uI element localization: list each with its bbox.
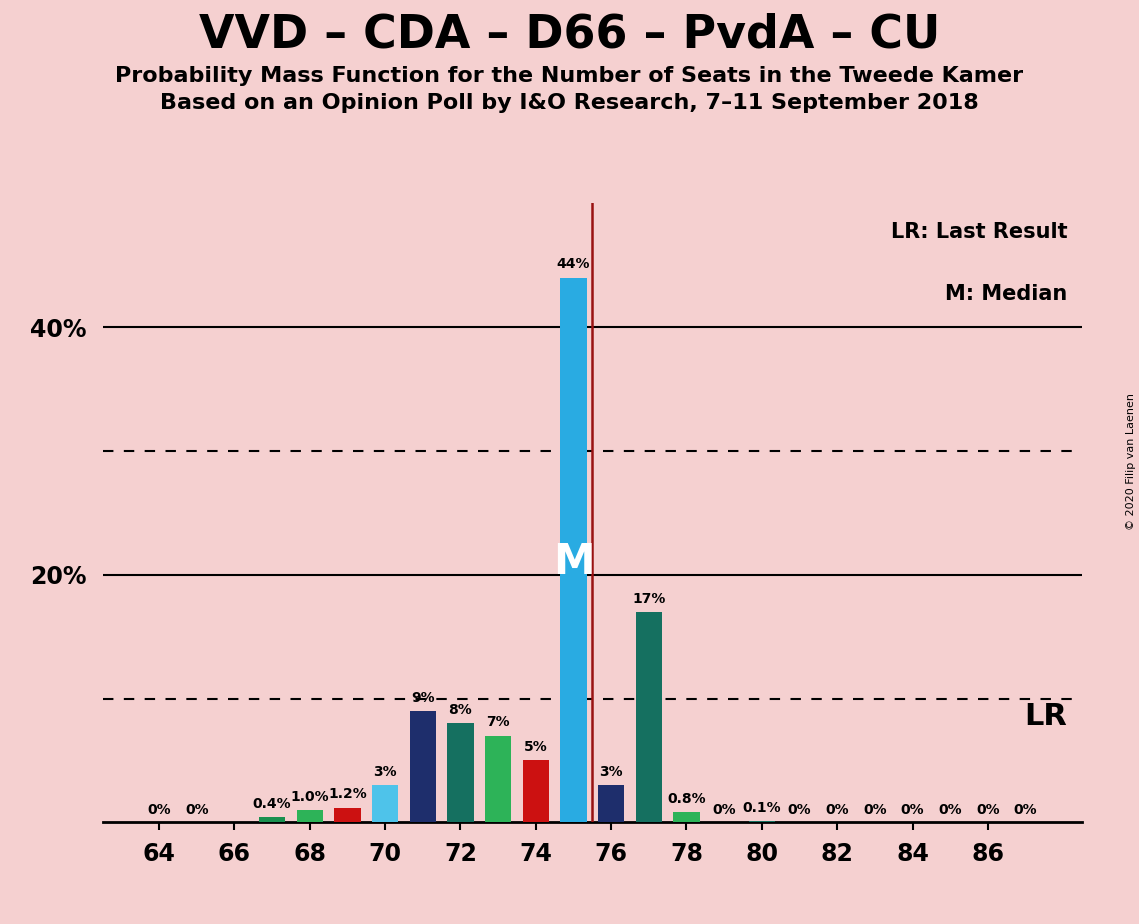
Text: 0.1%: 0.1% xyxy=(743,801,781,815)
Text: LR: Last Result: LR: Last Result xyxy=(891,222,1067,242)
Bar xyxy=(636,612,662,822)
Text: 0.4%: 0.4% xyxy=(253,797,292,811)
Text: 17%: 17% xyxy=(632,591,665,606)
Bar xyxy=(598,785,624,822)
Text: 0%: 0% xyxy=(826,803,849,818)
Text: M: Median: M: Median xyxy=(945,284,1067,304)
Text: © 2020 Filip van Laenen: © 2020 Filip van Laenen xyxy=(1126,394,1136,530)
Text: 0.8%: 0.8% xyxy=(667,792,706,807)
Text: 5%: 5% xyxy=(524,740,548,754)
Bar xyxy=(372,785,399,822)
Bar xyxy=(410,711,436,822)
Text: 7%: 7% xyxy=(486,715,510,730)
Text: 1.0%: 1.0% xyxy=(290,790,329,804)
Bar xyxy=(485,736,511,822)
Text: 0%: 0% xyxy=(147,803,171,818)
Text: 0%: 0% xyxy=(788,803,811,818)
Text: Based on an Opinion Poll by I&O Research, 7–11 September 2018: Based on an Opinion Poll by I&O Research… xyxy=(161,93,978,114)
Bar xyxy=(523,760,549,822)
Text: 3%: 3% xyxy=(599,765,623,779)
Text: VVD – CDA – D66 – PvdA – CU: VVD – CDA – D66 – PvdA – CU xyxy=(199,13,940,57)
Text: 0%: 0% xyxy=(712,803,736,818)
Text: 1.2%: 1.2% xyxy=(328,787,367,801)
Bar xyxy=(560,277,587,822)
Text: 9%: 9% xyxy=(411,691,435,705)
Text: 0%: 0% xyxy=(863,803,886,818)
Text: 0%: 0% xyxy=(939,803,962,818)
Text: 0%: 0% xyxy=(185,803,208,818)
Text: Probability Mass Function for the Number of Seats in the Tweede Kamer: Probability Mass Function for the Number… xyxy=(115,66,1024,86)
Text: LR: LR xyxy=(1024,701,1067,731)
Text: 0%: 0% xyxy=(901,803,925,818)
Text: 8%: 8% xyxy=(449,703,473,717)
Bar xyxy=(334,808,361,822)
Text: 3%: 3% xyxy=(374,765,396,779)
Text: 0%: 0% xyxy=(1014,803,1038,818)
Bar xyxy=(673,812,699,822)
Text: 44%: 44% xyxy=(557,258,590,272)
Bar xyxy=(259,818,285,822)
Bar xyxy=(748,821,775,822)
Bar xyxy=(448,723,474,822)
Bar xyxy=(296,810,323,822)
Text: 0%: 0% xyxy=(976,803,1000,818)
Text: M: M xyxy=(552,541,595,583)
